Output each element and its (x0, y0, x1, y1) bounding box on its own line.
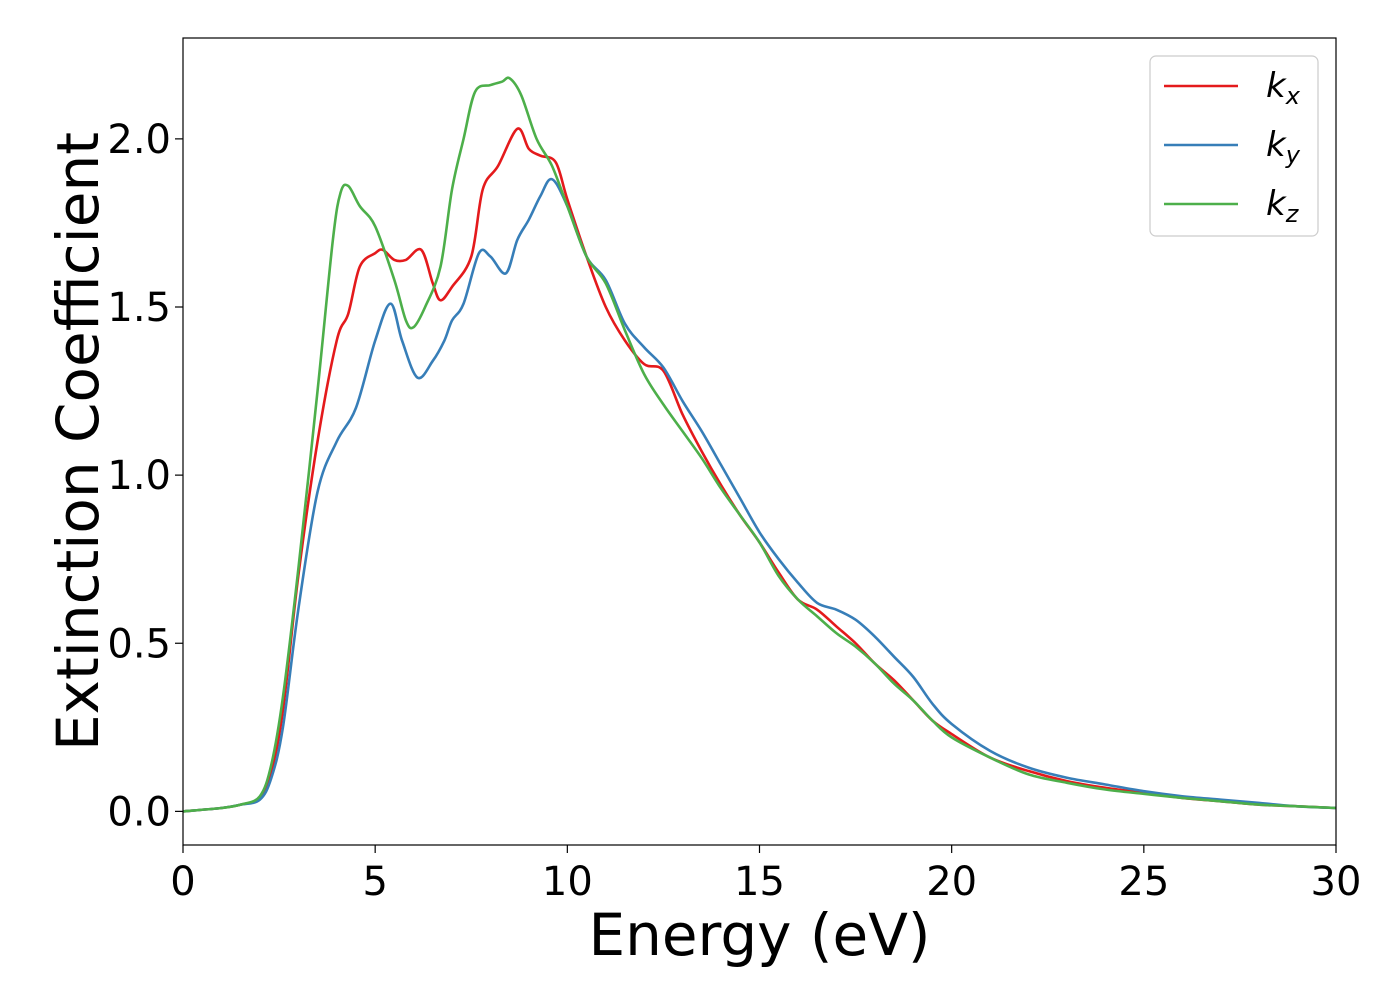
x-axis-title: Energy (eV) (588, 901, 930, 969)
y-axis: 0.0 0.5 1.0 1.5 2.0 (107, 117, 183, 835)
legend-label-z: kz (1266, 184, 1300, 228)
x-tick-label: 10 (542, 859, 593, 905)
y-tick-label: 2.0 (107, 117, 171, 163)
y-tick-label: 1.0 (107, 453, 171, 499)
x-tick-label: 30 (1311, 859, 1362, 905)
series-layer (183, 76, 1336, 813)
x-tick-label: 5 (362, 859, 387, 905)
x-axis: 0 5 10 15 20 25 30 (170, 845, 1361, 905)
x-tick-label: 25 (1118, 859, 1169, 905)
y-tick-label: 0.0 (107, 789, 171, 835)
legend-label-x: kx (1266, 66, 1301, 110)
x-tick-label: 15 (734, 859, 785, 905)
series-line-y (183, 177, 1336, 813)
legend-label-y: ky (1266, 125, 1301, 169)
x-tick-label: 0 (170, 859, 195, 905)
y-tick-label: 1.5 (107, 285, 171, 331)
y-axis-title: Extinction Coefficient (44, 132, 112, 751)
legend: kx ky kz (1149, 55, 1319, 237)
series-line-z (183, 76, 1336, 813)
x-tick-label: 20 (926, 859, 977, 905)
y-tick-label: 0.5 (107, 621, 171, 667)
series-line-x (183, 127, 1336, 813)
